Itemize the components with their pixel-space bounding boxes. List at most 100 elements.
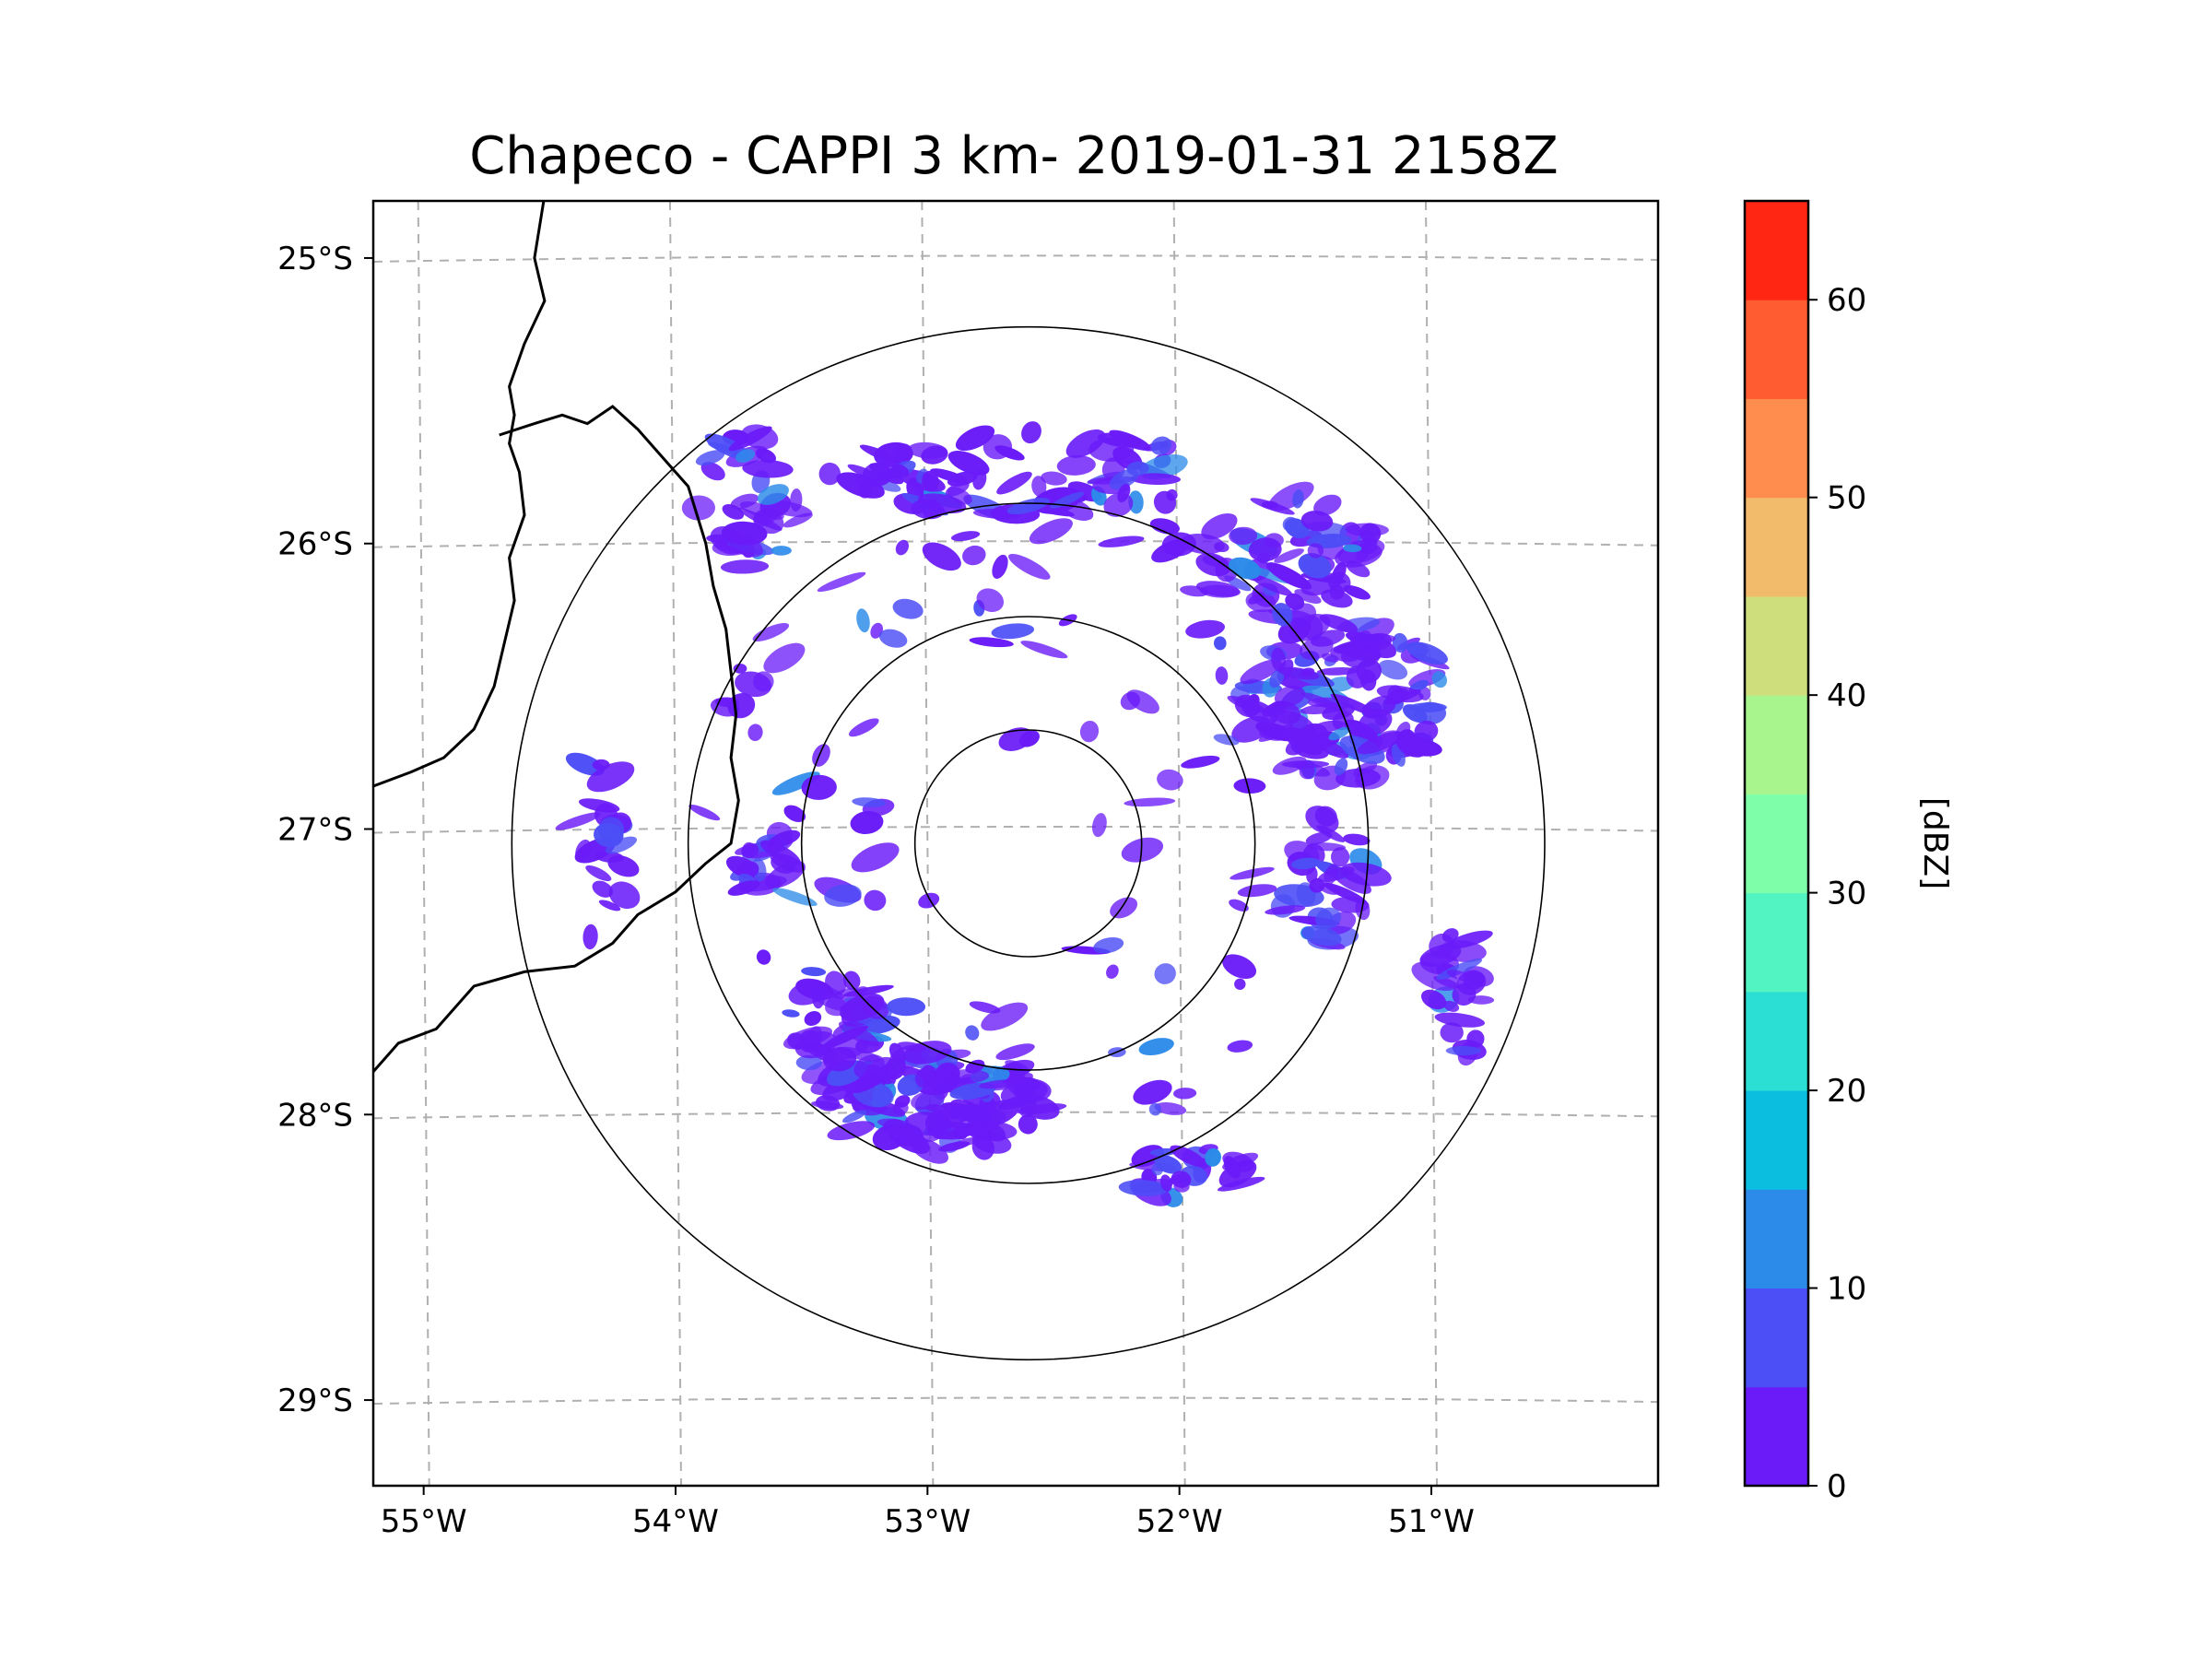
echo-patch [798, 1030, 820, 1053]
echo-patch [1277, 666, 1320, 680]
echo-patch [755, 448, 777, 464]
echo-patch [585, 865, 612, 882]
echo-patch [1332, 711, 1354, 731]
echo-patch [955, 425, 995, 452]
colorbar-tick-label: 60 [1827, 282, 1866, 319]
echo-patch [1240, 659, 1282, 685]
echo-patch [911, 1090, 946, 1110]
echo-patch [947, 451, 990, 476]
echo-patch [817, 571, 866, 593]
echo-patch [894, 443, 912, 461]
echo-patch [842, 971, 861, 991]
echo-patch [1217, 1176, 1265, 1192]
echo-patch [722, 504, 745, 520]
echo-patch [965, 1025, 980, 1041]
echo-patch [565, 752, 605, 776]
map-background [373, 201, 1658, 1486]
echo-patch [856, 608, 870, 633]
echo-patch [840, 993, 885, 1022]
echo-patch [1109, 468, 1139, 490]
reflectivity-echoes [555, 421, 1495, 1207]
echo-patch [981, 1002, 1029, 1031]
lon-tick-label: 52°W [1136, 1503, 1223, 1540]
echo-patch [1335, 768, 1381, 788]
echo-patch [801, 967, 827, 977]
latitude-tick-labels: 25°S 26°S 27°S 28°S 29°S [277, 241, 373, 1419]
echo-patch [1343, 584, 1371, 600]
echo-patch [818, 462, 841, 486]
echo-patch [1021, 421, 1041, 444]
echo-patch [1271, 647, 1287, 672]
echo-patch [1201, 512, 1238, 540]
colorbar-block [1745, 1090, 1808, 1190]
parallel-line [373, 1111, 1658, 1120]
echo-patch [995, 1043, 1035, 1061]
echo-patch [1097, 432, 1142, 448]
echo-patch [992, 554, 1008, 579]
range-rings [511, 325, 1546, 1361]
echo-patch [873, 1086, 893, 1106]
colorbar-block [1745, 201, 1808, 300]
echo-patch [908, 441, 948, 459]
echo-patch [608, 881, 641, 909]
echo-patch [850, 810, 884, 835]
echo-patch [747, 724, 763, 741]
colorbar-tick-label: 10 [1827, 1271, 1866, 1308]
echo-patch [1265, 905, 1306, 915]
echo-patch [1376, 685, 1424, 703]
echo-patch [827, 1121, 876, 1141]
colorbar-frame [1743, 199, 1810, 1488]
echo-patch [1343, 833, 1371, 846]
echo-patch [742, 841, 756, 858]
echo-patch [1151, 539, 1190, 563]
echo-patch [1138, 1038, 1174, 1056]
echo-patch [1227, 1040, 1253, 1053]
echo-patch [763, 642, 806, 674]
echo-patch [804, 1011, 822, 1026]
echo-patch [765, 860, 806, 888]
echo-patch [741, 424, 779, 450]
echo-patch [878, 629, 908, 648]
echo-patch [1274, 685, 1306, 707]
echo-patch [825, 971, 847, 995]
range-ring [511, 325, 1546, 1361]
echo-patch [767, 838, 782, 853]
echo-patch [894, 1095, 911, 1108]
echo-patch [1130, 473, 1181, 486]
echo-patch [1000, 1079, 1048, 1106]
parallel-line [373, 1396, 1658, 1406]
echo-patch [853, 1069, 890, 1093]
echo-patch [812, 983, 826, 1009]
echo-patch [1378, 659, 1408, 680]
echo-patch [727, 880, 760, 896]
echo-patch [1234, 978, 1246, 991]
echo-patch [582, 924, 598, 950]
echo-patch [848, 718, 879, 737]
echo-patch [1330, 693, 1377, 716]
echo-patch [753, 509, 784, 535]
lat-tick-label: 27°S [277, 812, 353, 849]
echo-patch [598, 817, 625, 843]
echo-patch [922, 470, 939, 492]
echo-patch [753, 671, 774, 692]
lat-tick-label: 25°S [277, 241, 353, 277]
range-ring [800, 616, 1256, 1071]
echo-patch [1103, 492, 1134, 517]
echo-patch [1272, 603, 1293, 627]
echo-patch [1324, 882, 1368, 904]
echo-patch [790, 488, 803, 512]
echo-patch [795, 1054, 822, 1071]
echo-patch [1292, 489, 1304, 509]
echo-patch [918, 892, 940, 909]
echo-patch [994, 445, 1025, 461]
echo-patch [887, 997, 926, 1017]
echo-patch [969, 637, 1014, 648]
colorbar-block [1745, 1189, 1808, 1289]
echo-patch [921, 1065, 937, 1085]
echo-patch [1056, 454, 1096, 476]
echo-patch [1463, 966, 1494, 987]
echo-patch [1406, 641, 1448, 665]
echo-patch [811, 1100, 844, 1110]
echo-patch [592, 880, 614, 898]
echo-patch [756, 949, 771, 965]
